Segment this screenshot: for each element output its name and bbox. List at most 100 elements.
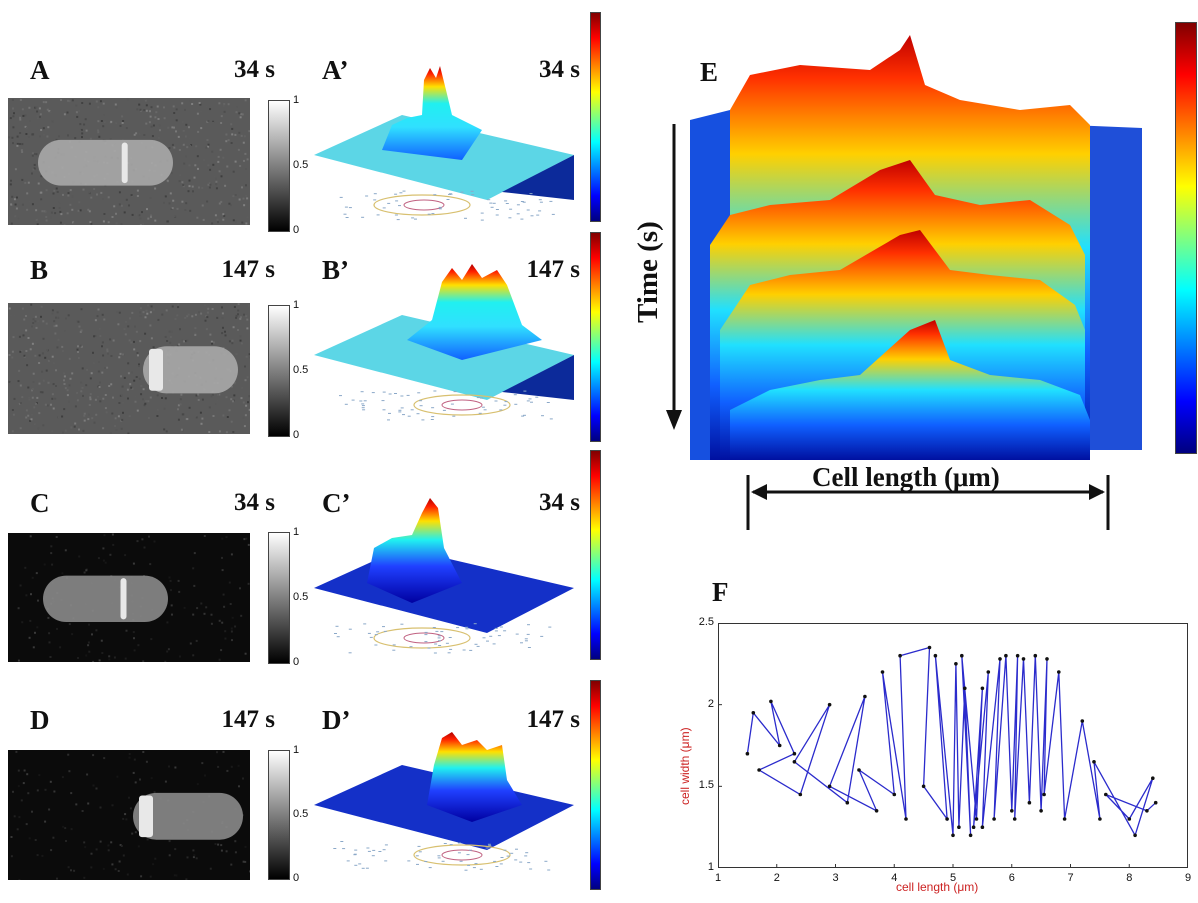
panel-b-micrograph <box>8 303 250 434</box>
x-tick-label: 7 <box>1067 872 1074 884</box>
jet-colorbar <box>590 232 601 442</box>
trajectory-point <box>957 825 961 829</box>
panel-a-prime-time: 34 s <box>539 56 580 83</box>
trajectory-point <box>980 825 985 829</box>
trajectory-point <box>933 653 938 658</box>
colorbar-tick: 1 <box>293 94 300 106</box>
trajectory-point <box>1021 657 1026 661</box>
panel-a-time: 34 s <box>234 56 275 83</box>
trajectory-point <box>898 653 902 658</box>
trajectory-point <box>777 743 782 748</box>
panel-d-prime-surface-plot <box>312 710 577 880</box>
y-tick-label: 1.5 <box>698 779 714 792</box>
trajectory-point <box>827 702 832 707</box>
trajectory-point <box>845 800 850 805</box>
panel-c-prime-time: 34 s <box>539 489 580 516</box>
trajectory-point <box>1080 719 1085 723</box>
grayscale-colorbar <box>268 750 290 880</box>
trajectory-point <box>1062 817 1067 821</box>
trajectory-point <box>971 825 976 829</box>
panel-e-waterfall-surface <box>690 30 1150 460</box>
trajectory-point <box>998 657 1002 661</box>
colorbar-tick: 0 <box>293 429 300 441</box>
x-tick-label: 5 <box>950 872 957 884</box>
grayscale-colorbar <box>268 100 290 232</box>
colorbar-tick: 0 <box>293 656 300 668</box>
trajectory-chart <box>717 622 1189 869</box>
x-tick-label: 9 <box>1185 872 1192 884</box>
chart-x-axis-label: cell length (μm) <box>896 880 979 894</box>
panel-a-micrograph <box>8 98 250 225</box>
trajectory-point <box>751 711 756 715</box>
trajectory-point <box>960 653 964 658</box>
x-tick-label: 3 <box>832 872 839 884</box>
panel-d-prime-time: 147 s <box>526 706 580 733</box>
jet-colorbar <box>590 450 601 660</box>
trajectory-point <box>992 817 996 821</box>
y-tick-label: 2.5 <box>698 616 714 628</box>
trajectory-point <box>757 768 761 772</box>
trajectory-point <box>792 760 797 764</box>
trajectory-point <box>951 833 955 838</box>
x-tick-label: 1 <box>715 872 722 884</box>
trajectory-point <box>968 833 973 838</box>
panel-e-colorbar <box>1175 22 1197 454</box>
colorbar-tick: 1 <box>293 299 300 311</box>
grayscale-colorbar <box>268 305 290 437</box>
panel-d-micrograph <box>8 750 250 880</box>
colorbar-tick: 0 <box>293 872 300 884</box>
trajectory-point <box>954 662 958 666</box>
trajectory-point <box>986 670 991 674</box>
trajectory-point <box>1057 670 1061 674</box>
trajectory-point <box>1133 833 1137 838</box>
trajectory-point <box>980 686 985 691</box>
panel-c-prime-label: C’ <box>322 488 351 518</box>
trajectory-point <box>745 751 750 756</box>
grayscale-colorbar <box>268 532 290 664</box>
panel-b-prime-surface-plot <box>312 260 577 430</box>
trajectory-point <box>963 686 967 691</box>
x-tick-label: 4 <box>891 872 898 884</box>
trajectory-point <box>1027 800 1032 805</box>
panel-c-time: 34 s <box>234 489 275 516</box>
trajectory-point <box>1004 653 1008 658</box>
y-tick-label: 1 <box>707 861 714 873</box>
panel-c-prime-surface-plot <box>312 493 577 663</box>
cell-length-label: Cell length (μm) <box>812 462 1000 492</box>
x-tick-label: 6 <box>1008 872 1015 884</box>
panel-c-label: C <box>30 488 50 518</box>
trajectory-point <box>880 670 885 674</box>
trajectory-point <box>1015 653 1020 658</box>
trajectory-point <box>904 817 908 821</box>
trajectory-point <box>1012 817 1017 821</box>
panel-a-prime-label: A’ <box>322 55 349 85</box>
trajectory-point <box>792 751 797 756</box>
panel-b-prime-label: B’ <box>322 255 349 285</box>
trajectory-point <box>857 768 861 772</box>
trajectory-point <box>1127 817 1132 821</box>
panel-b-prime-time: 147 s <box>526 256 580 283</box>
trajectory-point <box>892 792 897 797</box>
trajectory-point <box>1098 817 1102 821</box>
colorbar-tick: 1 <box>293 526 300 538</box>
trajectory-point <box>1010 809 1014 813</box>
trajectory-point <box>1153 800 1158 805</box>
panel-f-label: F <box>712 577 729 607</box>
trajectory-point <box>1033 653 1038 658</box>
jet-colorbar <box>590 12 601 222</box>
x-tick-label: 8 <box>1126 872 1133 884</box>
colorbar-tick: 0 <box>293 224 300 236</box>
y-tick-label: 2 <box>707 697 714 710</box>
trajectory-point <box>921 784 926 789</box>
waterfall-layer <box>730 320 1090 460</box>
chart-y-axis-label: cell width (μm) <box>678 727 692 805</box>
trajectory-point <box>1145 809 1149 813</box>
trajectory-point <box>863 694 867 699</box>
trajectory-point <box>927 645 932 650</box>
trajectory-point <box>874 809 879 813</box>
trajectory-point <box>945 817 949 821</box>
panel-d-time: 147 s <box>221 706 275 733</box>
trajectory-point <box>1039 809 1043 813</box>
panel-b-time: 147 s <box>221 256 275 283</box>
x-tick-label: 2 <box>773 872 780 884</box>
